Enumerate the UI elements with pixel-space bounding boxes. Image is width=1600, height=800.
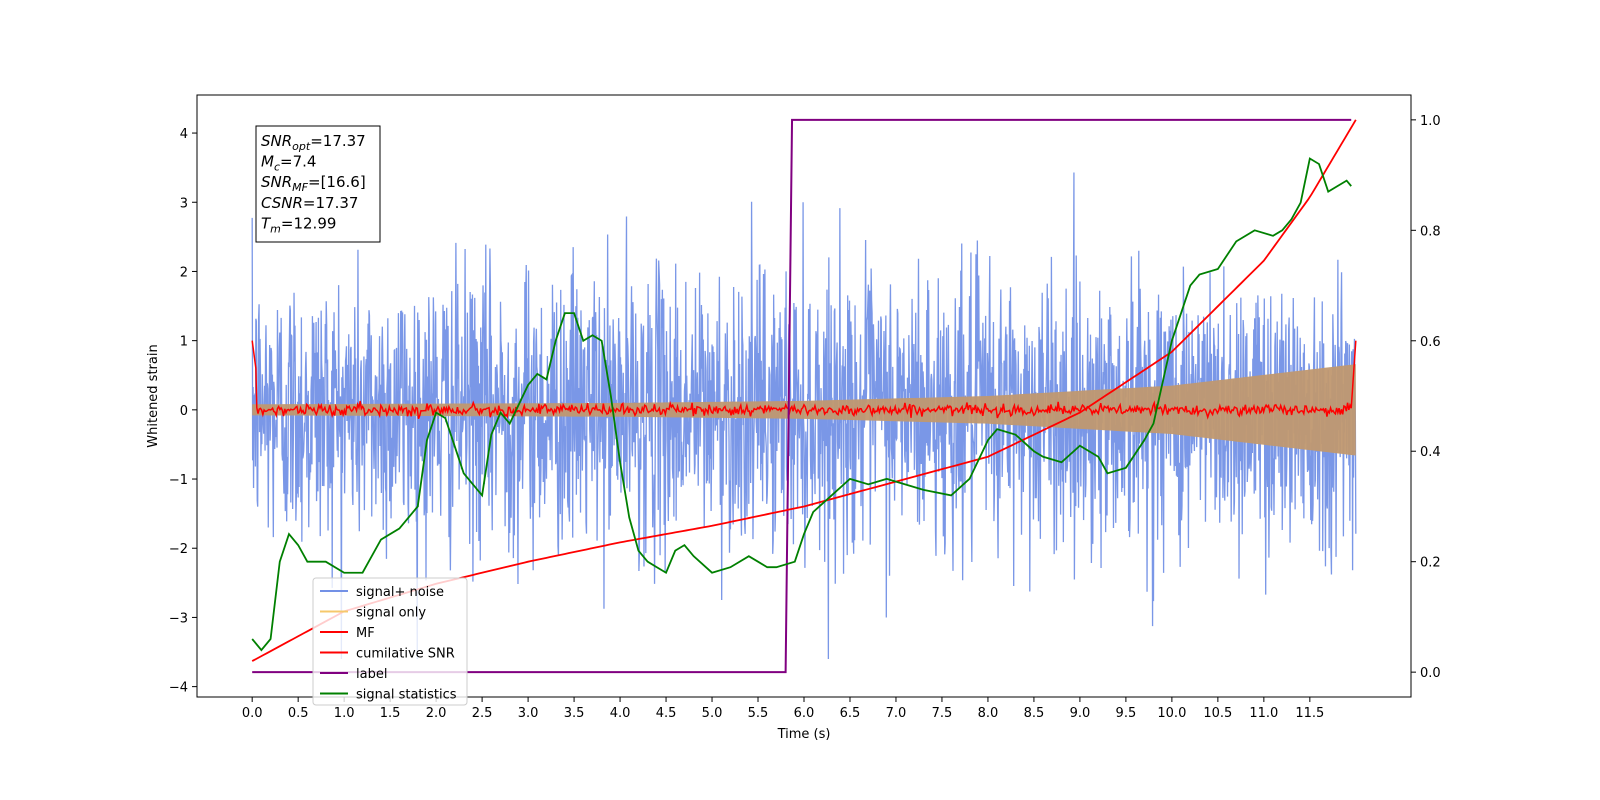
series-group bbox=[251, 118, 1357, 674]
y2-tick-label: 0.4 bbox=[1420, 445, 1441, 460]
x-tick-label: 11.5 bbox=[1295, 706, 1324, 721]
y-tick-label: −4 bbox=[169, 681, 188, 696]
legend-entry: signal statistics bbox=[356, 688, 457, 703]
annotation-line: Mc=7.4 bbox=[261, 153, 316, 174]
x-tick-label: 0.5 bbox=[288, 706, 309, 721]
series-signal-only bbox=[252, 364, 1356, 456]
annotation-line: Tm=12.99 bbox=[261, 214, 336, 235]
x-tick-label: 7.5 bbox=[932, 706, 953, 721]
legend-entry: signal only bbox=[356, 606, 426, 621]
y2-tick-label: 0.8 bbox=[1420, 224, 1441, 239]
x-axis-label: Time (s) bbox=[777, 727, 831, 742]
x-tick-label: 6.5 bbox=[840, 706, 861, 721]
legend-entry: cumilative SNR bbox=[356, 647, 455, 662]
legend-entry: label bbox=[356, 667, 387, 682]
x-tick-label: 0.0 bbox=[242, 706, 263, 721]
x-tick-label: 1.5 bbox=[380, 706, 401, 721]
x-tick-label: 10.0 bbox=[1157, 706, 1186, 721]
y2-tick-label: 0.0 bbox=[1420, 666, 1441, 681]
y-tick-label: 1 bbox=[180, 335, 188, 350]
x-tick-label: 5.5 bbox=[748, 706, 769, 721]
y-tick-label: −3 bbox=[169, 611, 188, 626]
y-tick-label: 4 bbox=[180, 127, 188, 142]
x-tick-label: 3.0 bbox=[518, 706, 539, 721]
series-signal-statistics bbox=[251, 157, 1352, 652]
x-tick-label: 6.0 bbox=[794, 706, 815, 721]
legend-entry: MF bbox=[356, 626, 375, 641]
y2-tick-label: 0.2 bbox=[1420, 556, 1441, 571]
annotation-box: SNRopt=17.37Mc=7.4SNRMF=[16.6]CSNR=17.37… bbox=[255, 125, 381, 243]
x-tick-label: 11.0 bbox=[1249, 706, 1278, 721]
y-tick-label: −2 bbox=[169, 542, 188, 557]
series-mf bbox=[251, 340, 1357, 420]
y2-tick-label: 1.0 bbox=[1420, 114, 1441, 129]
legend-frame bbox=[312, 577, 468, 706]
x-tick-label: 10.5 bbox=[1203, 706, 1232, 721]
plot-area bbox=[251, 118, 1357, 674]
annotation-frame bbox=[255, 125, 381, 243]
x-tick-label: 2.5 bbox=[472, 706, 493, 721]
y-tick-label: −1 bbox=[169, 473, 188, 488]
annotation-line: SNRMF=[16.6] bbox=[261, 173, 366, 194]
x-tick-label: 9.5 bbox=[1116, 706, 1137, 721]
legend-entry: signal+ noise bbox=[356, 585, 444, 600]
annotation-line: CSNR=17.37 bbox=[261, 194, 358, 212]
x-tick-label: 1.0 bbox=[334, 706, 355, 721]
y-tick-label: 0 bbox=[180, 404, 188, 419]
x-tick-label: 9.0 bbox=[1070, 706, 1091, 721]
x-tick-label: 8.0 bbox=[978, 706, 999, 721]
x-tick-label: 3.5 bbox=[564, 706, 585, 721]
axes: 0.0 0.5 1.0 1.5 2.0 2.5 3.0 3.5 4.0 4.5 5.0 5.5 6.0 6… bbox=[146, 94, 1441, 742]
x-tick-label: 8.5 bbox=[1024, 706, 1045, 721]
x-tick-label: 2.0 bbox=[426, 706, 447, 721]
y-tick-label: 2 bbox=[180, 265, 188, 280]
x-tick-label: 4.0 bbox=[610, 706, 631, 721]
y-axis-label: Whitened strain bbox=[146, 344, 161, 447]
y-tick-label: 3 bbox=[180, 196, 188, 211]
x-tick-label: 4.5 bbox=[656, 706, 677, 721]
x-tick-label: 7.0 bbox=[886, 706, 907, 721]
legend: signal+ noise signal only MF cumilative SNR… bbox=[312, 577, 468, 706]
x-tick-label: 5.0 bbox=[702, 706, 723, 721]
annotation-line: SNRopt=17.37 bbox=[261, 132, 366, 153]
series-label bbox=[252, 118, 1352, 674]
y2-tick-label: 0.6 bbox=[1420, 335, 1441, 350]
